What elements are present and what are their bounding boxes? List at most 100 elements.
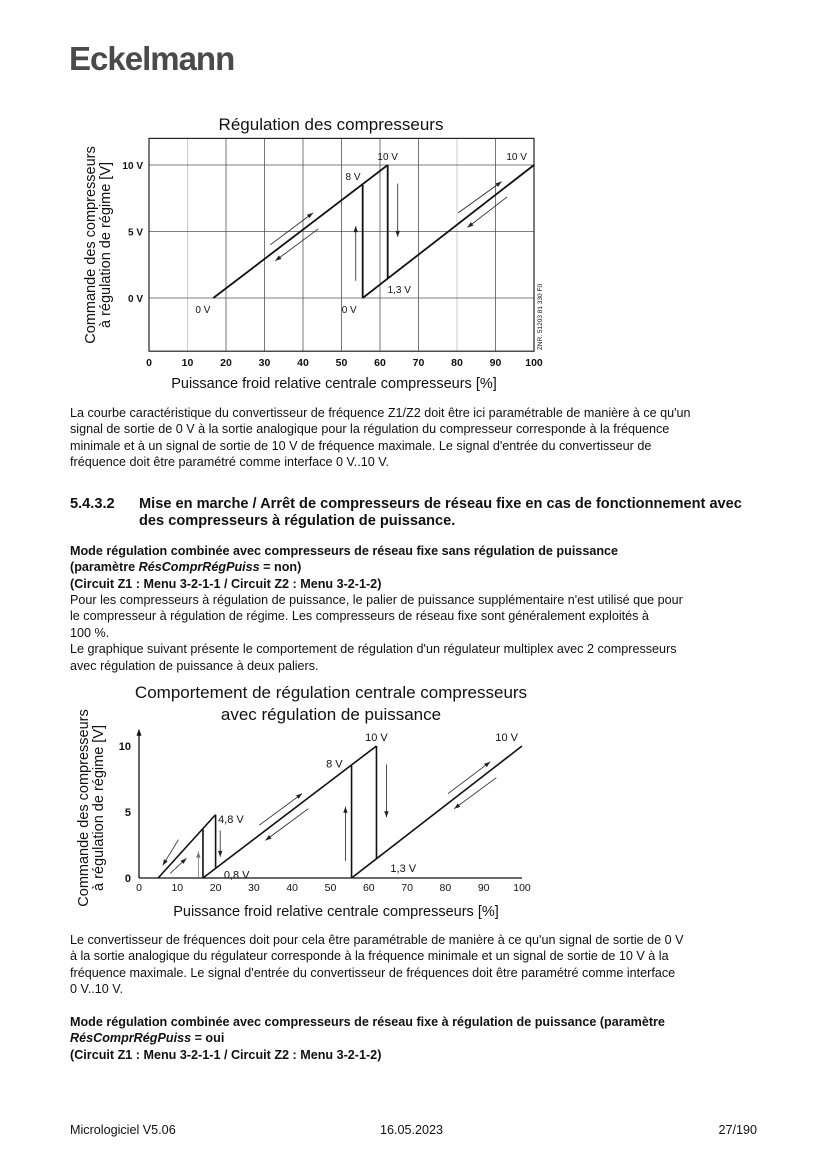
text-line: à la sortie analogique du régulateur cor… bbox=[70, 949, 669, 964]
mode1-line2: (paramètre RésComprRégPuiss = non) bbox=[70, 559, 618, 575]
arrow-head bbox=[495, 181, 502, 187]
text-line: Le convertisseur de fréquences doit pour… bbox=[70, 933, 684, 947]
x-tick-label: 90 bbox=[478, 882, 490, 894]
x-tick-label: 30 bbox=[259, 357, 271, 369]
text-line: Le graphique suivant présente le comport… bbox=[70, 642, 677, 657]
curve-segment bbox=[362, 164, 535, 299]
x-axis-label: Puissance froid relative centrale compre… bbox=[171, 376, 497, 392]
plot-frame bbox=[148, 137, 535, 352]
text-line: 100 %. bbox=[70, 625, 110, 640]
arrow-line bbox=[270, 212, 314, 246]
arrow-head bbox=[296, 793, 303, 799]
x-tick-label: 100 bbox=[513, 882, 531, 894]
annotation-label: 10 V bbox=[506, 152, 527, 163]
arrow-line bbox=[467, 196, 508, 228]
x-tick-label: 30 bbox=[248, 882, 260, 894]
x-tick-label: 70 bbox=[401, 882, 413, 894]
chart-title: Comportement de régulation centrale comp… bbox=[135, 683, 527, 702]
footer-version: Micrologiciel V5.06 bbox=[70, 1123, 176, 1137]
arrow-head bbox=[275, 255, 282, 261]
y-axis-arrow bbox=[136, 728, 142, 736]
mode2-line3: (Circuit Z1 : Menu 3-2-1-1 / Circuit Z2 … bbox=[70, 1047, 382, 1062]
chart-regulation-compresseurs: Régulation des compresseurs 0 10 20 30 40 50 60… bbox=[83, 115, 544, 392]
arrow-head bbox=[395, 230, 400, 237]
mode1-heading: Mode régulation combinée avec compresseu… bbox=[70, 543, 618, 592]
arrow-line bbox=[265, 808, 309, 841]
mode2-heading: Mode régulation combinée avec compresseu… bbox=[70, 1014, 665, 1063]
param-name: RésComprRégPuiss bbox=[138, 560, 260, 575]
arrow-head bbox=[162, 859, 168, 866]
text-line: fréquence maximale. Le signal d'entrée d… bbox=[70, 965, 676, 980]
footer-date: 16.05.2023 bbox=[380, 1123, 444, 1137]
y-tick-label: 5 bbox=[125, 807, 131, 819]
x-tick-label: 40 bbox=[286, 882, 298, 894]
y-tick-label: 10 bbox=[119, 741, 131, 753]
arrow-line bbox=[259, 793, 303, 826]
annotation-label: 10 V bbox=[377, 152, 398, 163]
annotation-label: 0 V bbox=[195, 305, 210, 316]
x-tick-label: 10 bbox=[182, 357, 194, 369]
x-tick-label: 60 bbox=[363, 882, 375, 894]
mode2-line1: Mode régulation combinée avec compresseu… bbox=[70, 1015, 665, 1029]
curve-segment bbox=[202, 745, 377, 879]
text-line: La courbe caractéristique du convertisse… bbox=[70, 406, 691, 420]
eckelmann-logo: Eckelmann bbox=[69, 40, 235, 77]
x-tick-label: 20 bbox=[210, 882, 222, 894]
curve-segment bbox=[212, 164, 389, 299]
y-axis-label: Commande des compresseurs bbox=[76, 709, 92, 906]
arrow-head bbox=[217, 850, 223, 857]
x-axis-label: Puissance froid relative centrale compre… bbox=[173, 904, 499, 920]
annotation-label: 10 V bbox=[365, 732, 388, 744]
x-tick-label: 40 bbox=[297, 357, 309, 369]
mode1-line3: (Circuit Z1 : Menu 3-2-1-1 / Circuit Z2 … bbox=[70, 576, 382, 591]
annotation-label: 0 V bbox=[342, 305, 357, 316]
annotation-label: 8 V bbox=[346, 172, 361, 183]
arrow-line bbox=[447, 761, 491, 794]
arrow-head bbox=[484, 761, 491, 768]
section-title-line2: des compresseurs à régulation de puissan… bbox=[139, 513, 456, 529]
annotation-label: 8 V bbox=[326, 758, 343, 770]
arrow-head bbox=[180, 858, 187, 864]
annotation-label: 4,8 V bbox=[218, 814, 244, 826]
x-tick-label: 60 bbox=[374, 357, 386, 369]
mode1-line1: Mode régulation combinée avec compresseu… bbox=[70, 544, 619, 558]
arrow-head bbox=[265, 835, 272, 841]
footer-page-number: 27/190 bbox=[718, 1123, 757, 1137]
annotation-label: 1,3 V bbox=[390, 863, 416, 875]
text-line: le compresseur à régulation de régime. L… bbox=[70, 609, 649, 624]
text-line: avec régulation de puissance à deux pali… bbox=[70, 658, 319, 673]
mode1-line2-post: = non) bbox=[259, 560, 302, 575]
text-line: fréquence doit être paramétré comme inte… bbox=[70, 455, 389, 470]
y-axis-label: à régulation de régime [V] bbox=[98, 162, 114, 328]
paragraph-paliers: Pour les compresseurs à régulation de pu… bbox=[70, 592, 683, 674]
mode2-line2-post: = oui bbox=[191, 1031, 225, 1046]
mode1-line2-pre: (paramètre bbox=[70, 560, 139, 575]
curve-segment bbox=[157, 814, 217, 879]
paragraph-convertisseur: La courbe caractéristique du convertisse… bbox=[70, 405, 691, 471]
x-tick-label: 90 bbox=[490, 357, 502, 369]
param-name: RésComprRégPuiss bbox=[70, 1031, 192, 1046]
section-title-line1: Mise en marche / Arrêt de compresseurs d… bbox=[139, 496, 742, 512]
arrow-head bbox=[454, 803, 461, 809]
x-tick-label: 50 bbox=[336, 357, 348, 369]
x-tick-label: 10 bbox=[171, 882, 183, 894]
y-tick-label: 0 V bbox=[128, 294, 143, 305]
arrow-head bbox=[343, 806, 348, 813]
y-axis-label: à régulation de régime [V] bbox=[91, 725, 107, 891]
annotation-label: 0,8 V bbox=[224, 869, 250, 881]
arrow-line bbox=[453, 777, 497, 810]
chart-comportement-regulation: Comportement de régulation centrale comp… bbox=[76, 683, 531, 920]
arrow-head bbox=[196, 851, 201, 858]
x-tick-label: 0 bbox=[136, 882, 142, 894]
arrow-line bbox=[275, 228, 319, 262]
paragraph-convertisseur-frequences: Le convertisseur de fréquences doit pour… bbox=[70, 932, 684, 998]
x-tick-label: 70 bbox=[413, 357, 425, 369]
arrow-head bbox=[384, 811, 389, 818]
arrow-head bbox=[306, 212, 314, 219]
chart-title: avec régulation de puissance bbox=[221, 705, 441, 724]
text-line: 0 V..10 V. bbox=[70, 982, 123, 997]
y-axis-label: Commande des compresseurs bbox=[83, 146, 99, 343]
y-tick-label: 10 V bbox=[122, 161, 143, 172]
arrow-head bbox=[467, 222, 474, 228]
text-line: minimale et à un signal de sortie de 10 … bbox=[70, 438, 652, 453]
